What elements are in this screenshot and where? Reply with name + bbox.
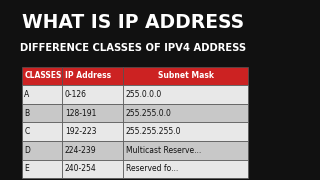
Text: 128-191: 128-191: [65, 109, 96, 118]
Text: A: A: [24, 90, 29, 99]
FancyBboxPatch shape: [62, 141, 124, 160]
Text: Reserved fo...: Reserved fo...: [126, 164, 178, 173]
FancyBboxPatch shape: [124, 160, 248, 178]
Text: 255.255.0.0: 255.255.0.0: [126, 109, 172, 118]
Text: Subnet Mask: Subnet Mask: [157, 71, 213, 80]
Text: 0-126: 0-126: [65, 90, 87, 99]
Text: B: B: [24, 109, 29, 118]
FancyBboxPatch shape: [62, 104, 124, 122]
Text: C: C: [24, 127, 29, 136]
FancyBboxPatch shape: [22, 85, 62, 104]
Text: 240-254: 240-254: [65, 164, 97, 173]
FancyBboxPatch shape: [22, 104, 62, 122]
FancyBboxPatch shape: [62, 85, 124, 104]
FancyBboxPatch shape: [22, 160, 62, 178]
Text: CLASSES: CLASSES: [24, 71, 62, 80]
Text: 255.255.255.0: 255.255.255.0: [126, 127, 181, 136]
Text: 192-223: 192-223: [65, 127, 96, 136]
FancyBboxPatch shape: [124, 141, 248, 160]
FancyBboxPatch shape: [62, 160, 124, 178]
FancyBboxPatch shape: [22, 67, 62, 85]
FancyBboxPatch shape: [62, 122, 124, 141]
FancyBboxPatch shape: [22, 141, 62, 160]
FancyBboxPatch shape: [22, 122, 62, 141]
Text: DIFFERENCE CLASSES OF IPV4 ADDRESS: DIFFERENCE CLASSES OF IPV4 ADDRESS: [20, 43, 246, 53]
FancyBboxPatch shape: [62, 67, 124, 85]
FancyBboxPatch shape: [124, 104, 248, 122]
Text: E: E: [24, 164, 29, 173]
Text: D: D: [24, 146, 30, 155]
FancyBboxPatch shape: [124, 85, 248, 104]
FancyBboxPatch shape: [124, 122, 248, 141]
Text: Multicast Reserve...: Multicast Reserve...: [126, 146, 201, 155]
Text: 255.0.0.0: 255.0.0.0: [126, 90, 162, 99]
Text: WHAT IS IP ADDRESS: WHAT IS IP ADDRESS: [22, 13, 244, 32]
Text: 224-239: 224-239: [65, 146, 97, 155]
Text: IP Address: IP Address: [65, 71, 111, 80]
FancyBboxPatch shape: [124, 67, 248, 85]
